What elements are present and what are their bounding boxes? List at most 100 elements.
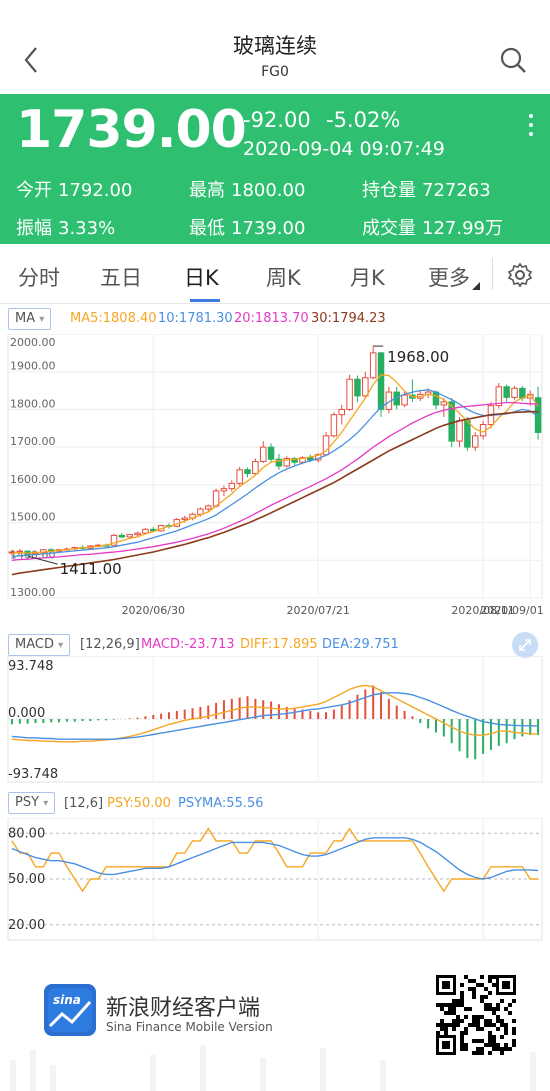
search-icon[interactable]: [498, 44, 528, 76]
qr-module: [512, 1043, 516, 1047]
qr-module: [496, 1027, 500, 1031]
qr-module: [496, 1003, 500, 1007]
stat-volume: 成交量 127.99万: [362, 218, 503, 239]
qr-module: [488, 1003, 492, 1007]
qr-module: [488, 1043, 492, 1047]
more-vertical-icon[interactable]: [528, 114, 534, 140]
qr-module: [444, 1003, 448, 1007]
qr-module: [468, 979, 472, 983]
kline-chart[interactable]: 2000.00 1900.00 1800.00 1700.00 1600.00 1500.…: [0, 334, 550, 624]
brand-name: 新浪财经客户端: [106, 996, 261, 1021]
expand-icon[interactable]: [512, 632, 538, 658]
qr-module: [464, 1043, 468, 1047]
candle-body: [267, 446, 275, 460]
qr-module: [440, 1019, 444, 1023]
qr-module: [452, 1019, 456, 1023]
qr-module: [476, 983, 480, 987]
ma-indicator-button[interactable]: MA ▾: [8, 308, 52, 330]
qr-module: [472, 979, 476, 983]
candle-body: [118, 534, 126, 538]
qr-module: [460, 1031, 464, 1035]
qr-module: [480, 1027, 484, 1031]
qr-module: [460, 995, 464, 999]
macd-chart[interactable]: 93.748 0.000 -93.748: [0, 656, 550, 786]
candle-body: [338, 408, 345, 416]
ma5-legend: MA5:1808.40: [70, 311, 157, 326]
qr-module: [460, 1047, 464, 1051]
tab-monthly-k[interactable]: 月K: [350, 266, 385, 290]
stat-high: 最高 1800.00: [189, 180, 306, 201]
dropdown-corner-icon: [472, 282, 480, 290]
qr-module: [492, 1047, 496, 1051]
candle-body: [503, 386, 510, 398]
qr-module: [444, 1023, 448, 1027]
psy-tick-label: 20.00: [8, 918, 45, 933]
qr-module: [488, 1039, 492, 1043]
qr-module: [440, 1003, 444, 1007]
qr-module: [468, 1023, 472, 1027]
qr-module: [448, 1023, 452, 1027]
qr-module: [472, 987, 476, 991]
macd-params: [12,26,9]: [80, 637, 140, 652]
candle-body: [377, 352, 385, 410]
qr-module: [452, 1003, 456, 1007]
chevron-left-icon[interactable]: [18, 44, 46, 76]
qr-module: [472, 1051, 476, 1055]
stat-open-interest: 持仓量 727263: [362, 180, 491, 201]
qr-module: [464, 1047, 468, 1051]
qr-module: [488, 1035, 492, 1039]
qr-module: [464, 1027, 468, 1031]
ma10-legend: 10:1781.30: [158, 311, 233, 326]
low-marker-line: [27, 555, 58, 565]
qr-module: [492, 1011, 496, 1015]
qr-module: [480, 995, 484, 999]
last-price: 1739.00: [16, 100, 247, 160]
gear-icon[interactable]: [507, 262, 533, 288]
tab-five-day[interactable]: 五日: [100, 266, 142, 290]
qr-module: [460, 1003, 464, 1007]
qr-module: [460, 1043, 464, 1047]
psy-tick-label: 50.00: [8, 872, 45, 887]
price-change: -92.00: [243, 108, 311, 132]
stat-amplitude: 振幅 3.33%: [16, 218, 116, 239]
qr-module: [448, 1007, 452, 1011]
tab-weekly-k[interactable]: 周K: [266, 266, 301, 290]
x-tick-label: 2020/08/11: [451, 604, 514, 617]
tab-more[interactable]: 更多: [428, 266, 470, 290]
qr-module: [460, 1035, 464, 1039]
qr-module: [500, 1023, 504, 1027]
qr-module: [496, 1019, 500, 1023]
y-tick-label: 1500.00: [10, 511, 56, 524]
macd-indicator-button[interactable]: MACD ▾: [8, 634, 71, 656]
qr-module: [452, 1027, 456, 1031]
qr-module: [484, 1007, 488, 1011]
qr-module: [488, 975, 492, 979]
qr-module: [504, 1007, 508, 1011]
qr-module: [484, 1003, 488, 1007]
psy-indicator-button[interactable]: PSY ▾: [8, 792, 56, 814]
qr-module: [456, 1019, 460, 1023]
kline-frame: [7, 334, 543, 599]
candle-body: [252, 460, 259, 475]
tab-timeshare[interactable]: 分时: [18, 266, 60, 290]
qr-finder-core: [502, 981, 510, 989]
qr-module: [492, 975, 496, 979]
qr-module: [460, 1019, 464, 1023]
qr-module: [512, 1039, 516, 1043]
qr-module: [476, 1039, 480, 1043]
stat-open: 今开 1792.00: [16, 180, 133, 201]
candle-body: [511, 387, 518, 398]
qr-module: [488, 1007, 492, 1011]
candle-body: [181, 517, 188, 521]
candle-body: [220, 488, 228, 492]
qr-module: [456, 1015, 460, 1019]
candle-body: [519, 387, 526, 399]
qr-module: [484, 995, 488, 999]
psy-chart[interactable]: 80.00 50.00 20.00: [0, 818, 550, 946]
tab-daily-k[interactable]: 日K: [184, 266, 219, 290]
psy-tick-label: 80.00: [8, 826, 45, 841]
qr-module: [464, 1031, 468, 1035]
x-tick-label: 2020/06/30: [122, 604, 185, 617]
page-title: 玻璃连续: [233, 34, 317, 58]
qr-module: [476, 1027, 480, 1031]
